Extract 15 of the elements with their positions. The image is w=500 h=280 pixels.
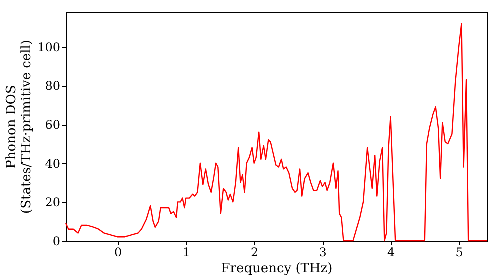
x-tick-label: 5	[456, 246, 464, 260]
x-tick-label: 4	[387, 246, 396, 260]
y-tick-label: 20	[45, 196, 60, 210]
y-tick-label: 100	[38, 40, 60, 54]
x-tick-label: 1	[182, 246, 190, 260]
line-series	[65, 23, 488, 242]
x-tick-label: 3	[319, 246, 327, 260]
y-tick-label: 80	[45, 79, 60, 94]
x-tick-label: 2	[251, 246, 259, 260]
x-tick-label: 0	[114, 246, 122, 260]
y-tick-label: 40	[45, 156, 60, 171]
y-axis-title: Phonon DOS (States/THz·primitive cell)	[4, 40, 35, 214]
x-axis-title: Frequency (THz)	[221, 262, 333, 276]
y-tick-label: 60	[45, 118, 60, 132]
y-tick-label: 0	[52, 234, 60, 248]
